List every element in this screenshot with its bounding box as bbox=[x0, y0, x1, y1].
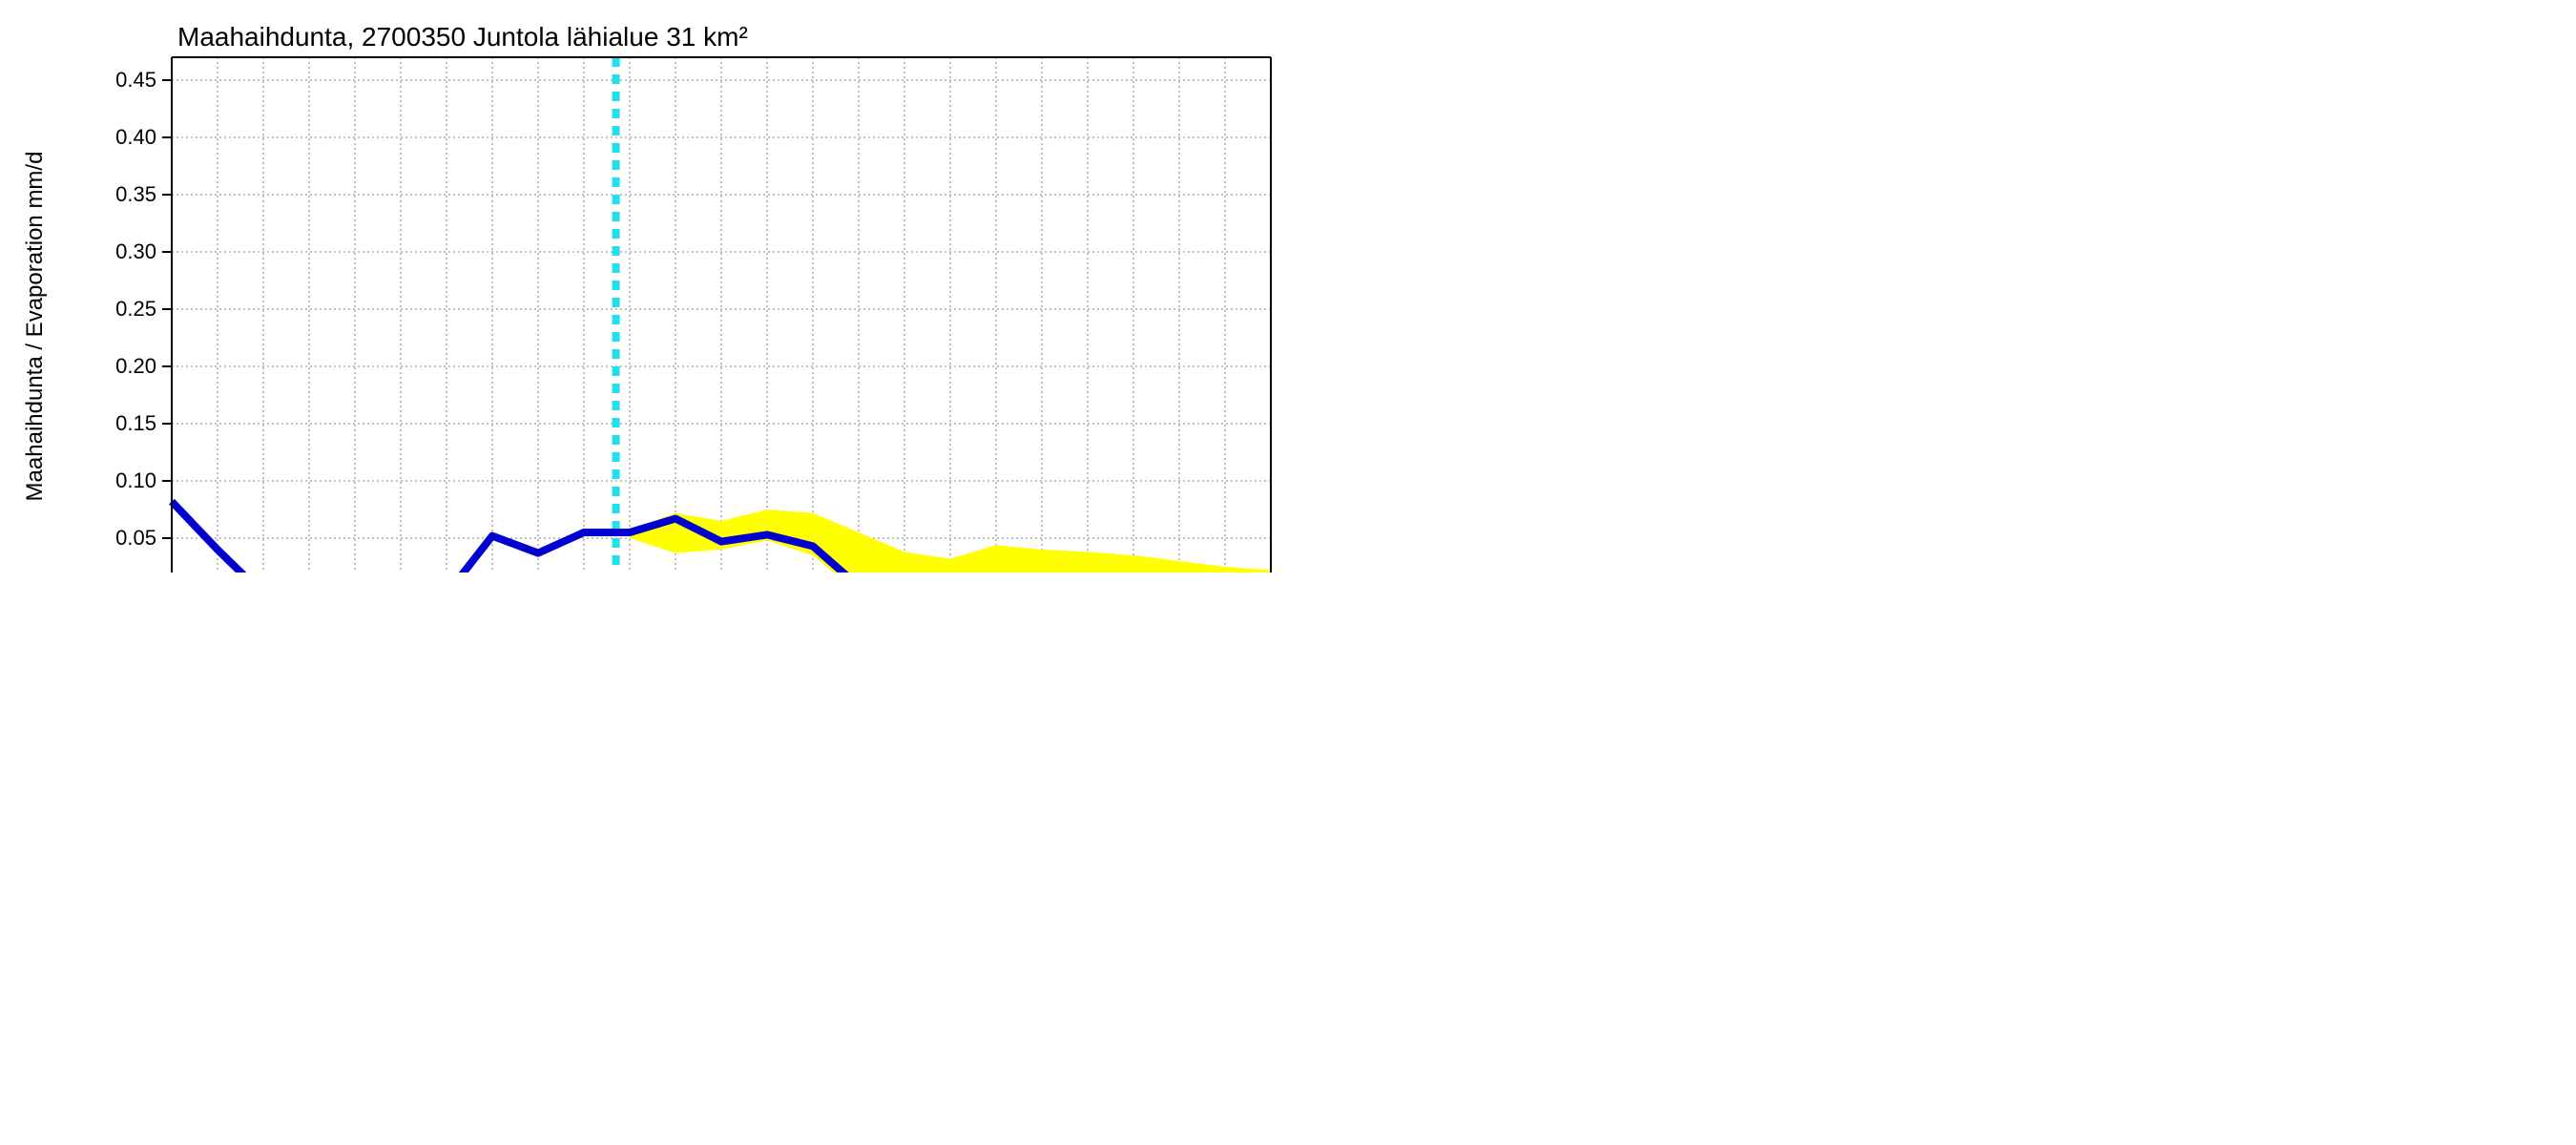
y-tick-label: 0.40 bbox=[115, 125, 156, 149]
y-tick-label: 0.15 bbox=[115, 411, 156, 435]
y-tick-label: 0.30 bbox=[115, 239, 156, 263]
y-tick-label: 0.25 bbox=[115, 297, 156, 321]
chart-title: Maahaihdunta, 2700350 Juntola lähialue 3… bbox=[177, 22, 748, 52]
y-tick-label: 0.10 bbox=[115, 468, 156, 492]
y-tick-label: 0.35 bbox=[115, 182, 156, 206]
chart-svg: 0.000.050.100.150.200.250.300.350.400.45… bbox=[0, 0, 1288, 572]
y-tick-label: 0.45 bbox=[115, 68, 156, 92]
y-axis-label: Maahaihdunta / Evaporation mm/d bbox=[22, 152, 48, 502]
chart-container: 0.000.050.100.150.200.250.300.350.400.45… bbox=[0, 0, 1288, 572]
y-tick-label: 0.05 bbox=[115, 526, 156, 550]
y-tick-label: 0.20 bbox=[115, 354, 156, 378]
